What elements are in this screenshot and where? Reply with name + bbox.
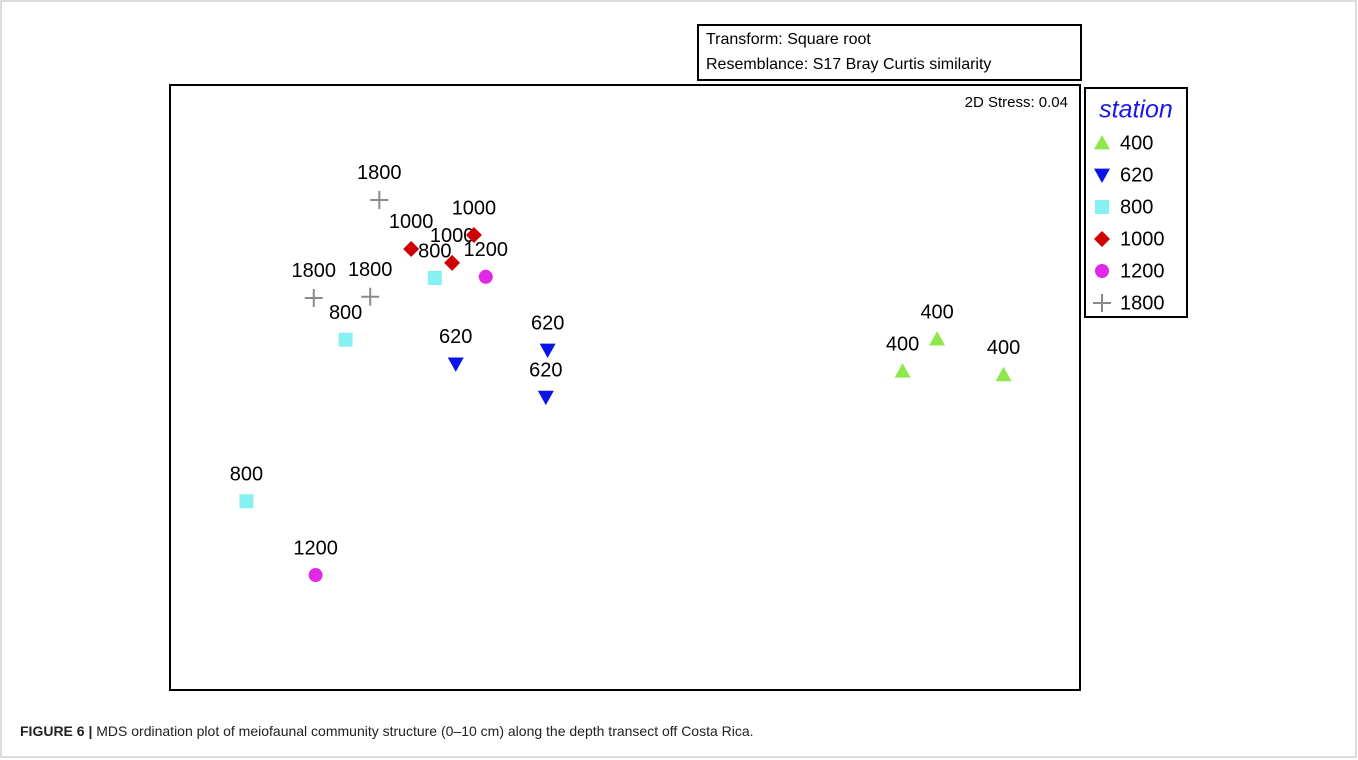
point-label: 400	[886, 333, 919, 355]
point-label: 800	[329, 302, 362, 324]
plot-frame	[169, 84, 1081, 691]
legend-label: 1800	[1120, 292, 1165, 314]
legend-marker	[1094, 168, 1110, 183]
info-line: Transform: Square root	[706, 31, 871, 48]
marker	[465, 227, 482, 244]
marker	[537, 390, 554, 406]
marker	[304, 288, 323, 307]
marker	[308, 568, 323, 583]
caption: FIGURE 6 | MDS ordination plot of meiofa…	[20, 723, 754, 739]
legend-title: station	[1099, 96, 1173, 124]
marker	[444, 254, 461, 271]
marker	[478, 269, 493, 284]
legend-label: 800	[1120, 196, 1153, 218]
point-label: 1800	[292, 260, 337, 282]
point-label: 1200	[293, 537, 338, 559]
legend-label: 400	[1120, 132, 1153, 154]
point-label: 800	[230, 464, 263, 486]
point-label: 1000	[452, 197, 497, 219]
point-label: 400	[920, 301, 953, 323]
legend-label: 620	[1120, 164, 1153, 186]
marker	[929, 331, 946, 346]
legend-marker	[1094, 231, 1110, 247]
point-label: 1800	[357, 162, 402, 184]
point-label: 400	[987, 337, 1020, 359]
point-label: 1800	[348, 259, 393, 281]
point-label: 1000	[430, 225, 475, 247]
legend-marker	[1095, 200, 1109, 214]
marker	[403, 240, 420, 257]
point-label: 800	[418, 240, 451, 262]
marker	[427, 270, 442, 285]
marker	[370, 190, 389, 209]
legend-label: 1000	[1120, 228, 1165, 250]
marker	[361, 287, 380, 306]
point-label: 620	[439, 326, 472, 348]
info-line: Resemblance: S17 Bray Curtis similarity	[706, 56, 991, 73]
marker	[894, 363, 911, 378]
marker	[239, 494, 254, 509]
marker	[447, 357, 464, 372]
point-label: 1200	[464, 239, 509, 261]
legend-marker	[1094, 135, 1110, 150]
marker	[539, 343, 556, 358]
legend-marker	[1093, 294, 1111, 312]
marker	[338, 332, 353, 347]
caption-label: FIGURE 6 |	[20, 723, 93, 739]
marker	[995, 366, 1012, 382]
info-box	[697, 24, 1082, 81]
point-label: 620	[531, 312, 564, 334]
stress-label: 2D Stress: 0.04	[965, 94, 1068, 111]
caption-text: MDS ordination plot of meiofaunal commun…	[96, 723, 754, 739]
legend-box	[1084, 87, 1188, 318]
legend-marker	[1095, 264, 1109, 278]
point-label: 620	[529, 359, 562, 381]
legend-label: 1200	[1120, 260, 1165, 282]
point-label: 1000	[389, 211, 434, 233]
